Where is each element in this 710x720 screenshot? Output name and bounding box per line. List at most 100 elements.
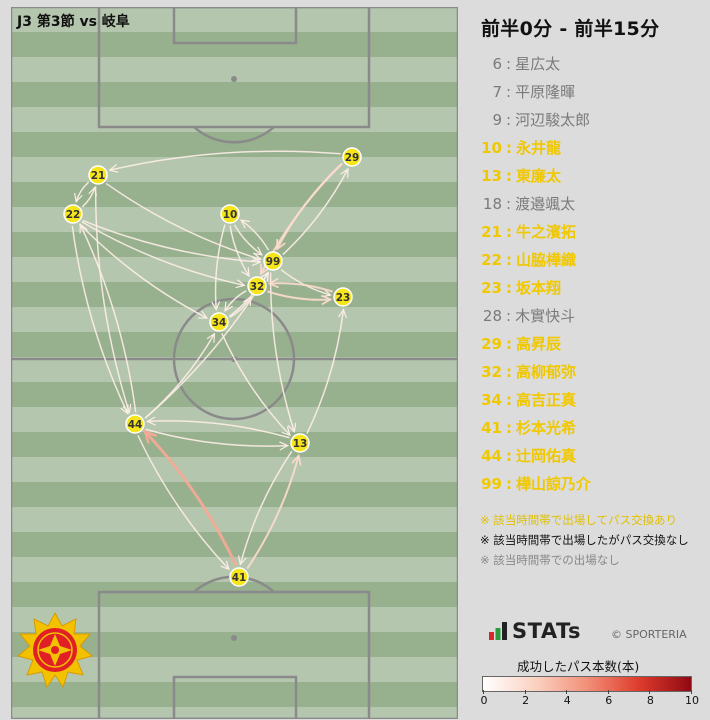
player-name: 渡邉颯太 — [515, 195, 576, 213]
player-name: 星広太 — [515, 55, 561, 73]
pass-arrow — [78, 223, 209, 319]
player-name: 木實快斗 — [515, 307, 576, 325]
player-node-label: 13 — [293, 438, 308, 450]
scale-tick-mark — [607, 690, 609, 694]
player-row: 41: 杉本光希 — [478, 414, 708, 442]
top-penalty-box — [97, 7, 371, 129]
pass-line — [71, 225, 129, 414]
player-number: 7 — [492, 83, 502, 101]
player-node-circle — [125, 414, 145, 434]
player-name: 河辺駿太郎 — [515, 111, 591, 129]
player-separator: : — [506, 251, 512, 269]
pass-arrow — [229, 225, 250, 278]
pass-arrow — [211, 224, 226, 311]
pass-line — [145, 428, 288, 447]
player-node: 99 — [263, 251, 283, 271]
player-name: 東廉太 — [516, 167, 562, 185]
pass-arrow — [74, 181, 90, 204]
pitch-stripe — [11, 507, 458, 532]
pass-line — [78, 223, 208, 319]
player-separator: : — [506, 139, 512, 157]
scale-tick-mark — [566, 690, 568, 694]
player-node-label: 10 — [223, 209, 238, 221]
player-name: 永井龍 — [516, 139, 562, 157]
player-row: 32: 高柳郁弥 — [478, 358, 708, 386]
top-goal-box — [172, 7, 298, 45]
pitch-stripe — [11, 482, 458, 507]
scale-tick-mark — [524, 690, 526, 694]
player-separator: : — [506, 363, 512, 381]
pass-arrow-head — [281, 426, 291, 437]
player-node-circle — [342, 147, 362, 167]
pitch-stripe — [11, 457, 458, 482]
pass-line — [81, 221, 245, 287]
player-number: 28 — [482, 307, 502, 325]
pass-line — [246, 455, 300, 570]
pitch-stripe — [11, 7, 458, 32]
player-number: 32 — [481, 363, 502, 381]
pass-arrow — [267, 290, 333, 306]
player-node: 22 — [63, 204, 83, 224]
top-penalty-spot — [231, 76, 237, 82]
pass-arrow-head — [337, 308, 348, 319]
pass-line — [221, 333, 291, 436]
pass-arrow-head — [260, 263, 270, 276]
player-node: 10 — [220, 204, 240, 224]
pass-line — [269, 272, 295, 432]
pass-arrow — [237, 450, 293, 566]
player-node-circle — [290, 433, 310, 453]
pass-arrow-head — [251, 252, 262, 262]
player-node-label: 41 — [232, 572, 247, 584]
pass-line — [81, 187, 96, 208]
pass-line — [105, 182, 261, 261]
player-node-label: 34 — [212, 317, 227, 329]
player-node-label: 29 — [345, 152, 360, 164]
pass-arrow — [137, 435, 230, 571]
pass-line — [224, 290, 247, 312]
player-number: 22 — [481, 251, 502, 269]
player-row: 9: 河辺駿太郎 — [478, 106, 708, 134]
player-name: 高昇辰 — [516, 335, 562, 353]
pass-line — [240, 219, 270, 251]
pitch-stripe — [11, 382, 458, 407]
pass-line — [229, 225, 250, 277]
pitch-stripe — [11, 132, 458, 157]
player-node-label: 23 — [336, 292, 351, 304]
stats-logo: STATs — [488, 619, 581, 643]
pass-arrow-head — [74, 192, 83, 204]
pass-line — [137, 435, 230, 570]
pass-line — [94, 186, 130, 413]
player-node-label: 99 — [266, 256, 281, 268]
pass-arrow-head — [321, 294, 333, 306]
pass-arrow-head — [253, 246, 264, 256]
pass-arrow-head — [276, 238, 286, 251]
pitch-stripe — [11, 532, 458, 557]
pass-line — [75, 181, 90, 202]
pass-arrow — [146, 416, 290, 439]
player-node: 44 — [125, 414, 145, 434]
pass-arrow-head — [211, 301, 221, 311]
pitch-stripe — [11, 82, 458, 107]
player-node-label: 32 — [250, 281, 265, 293]
player-row: 18: 渡邉颯太 — [478, 190, 708, 218]
color-scale-bar — [482, 676, 692, 692]
pitch-stripes — [11, 7, 458, 719]
pass-arrow-head — [220, 560, 230, 571]
pass-arrow — [267, 277, 333, 293]
player-number: 10 — [481, 139, 502, 157]
pass-line — [147, 420, 290, 439]
pass-arrow-head — [198, 310, 209, 319]
pass-arrow-head — [251, 257, 262, 267]
pass-line — [267, 290, 331, 301]
pitch-stripe — [11, 307, 458, 332]
pass-arrow-head — [287, 422, 297, 433]
scale-tick-label: 6 — [605, 694, 613, 707]
player-separator: : — [506, 307, 512, 325]
stats-logo-text: STATs — [512, 619, 581, 643]
player-node-label: 21 — [91, 170, 106, 182]
pass-arrow — [81, 221, 246, 289]
player-row: 21: 牛之濱拓 — [478, 218, 708, 246]
pass-arrow-head — [291, 453, 302, 466]
pass-arrow-head — [239, 219, 250, 229]
player-separator: : — [506, 279, 512, 297]
